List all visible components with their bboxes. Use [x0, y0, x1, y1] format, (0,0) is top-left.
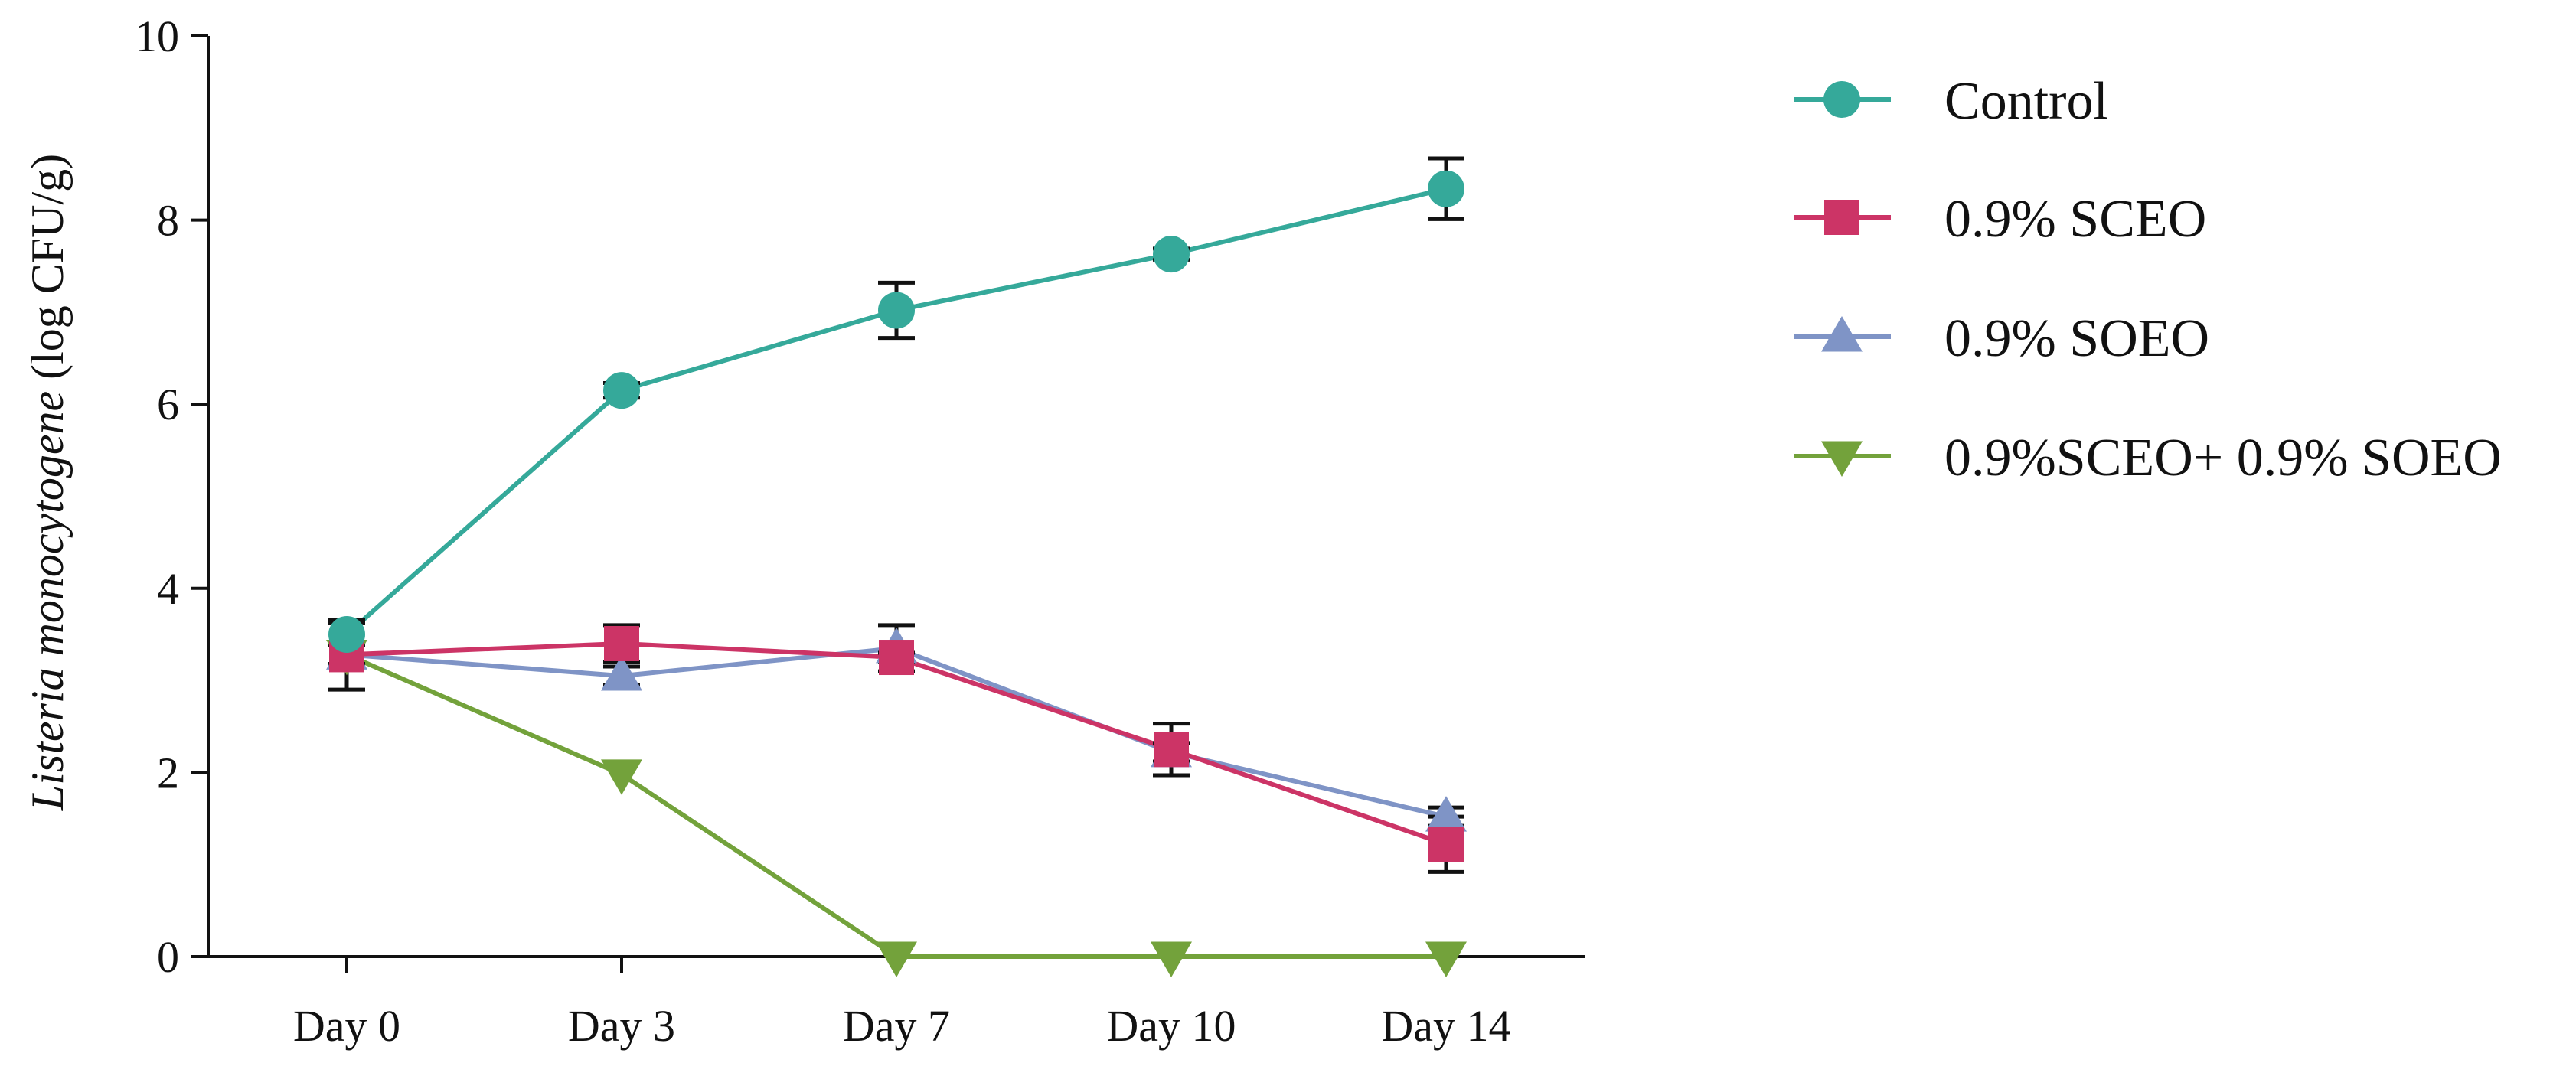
data-point-0-0	[328, 615, 365, 653]
error-bars	[328, 156, 1464, 874]
legend-label-1: 0.9% SCEO	[1944, 190, 2206, 249]
data-point-0-4	[1428, 170, 1464, 207]
x-tick-label: Day 10	[1106, 1001, 1236, 1051]
axes: 0 2 4 6 8 10 Day 0 Day 3 Day 7 Day 10 Day 14	[135, 11, 1585, 1051]
series-line-0	[345, 186, 1447, 637]
legend-marker-1	[1824, 200, 1859, 235]
y-tick-label: 0	[157, 932, 179, 982]
data-point-0-3	[1153, 236, 1190, 273]
y-tick-label: 2	[157, 748, 179, 797]
x-tick-label: Day 14	[1381, 1001, 1510, 1051]
markers	[326, 170, 1467, 977]
legend-label-2: 0.9% SOEO	[1944, 309, 2209, 368]
data-point-3-4	[1425, 941, 1467, 977]
y-tick-label: 10	[135, 11, 179, 61]
data-point-1-4	[1428, 827, 1464, 862]
legend-marker-3	[1821, 441, 1863, 477]
y-axis-label: Listeria monocytogene (log CFU/g)	[22, 154, 73, 811]
series-line-3	[345, 652, 1446, 959]
data-point-2-4	[1425, 796, 1467, 832]
data-point-0-2	[878, 292, 915, 329]
data-point-1-1	[604, 625, 639, 661]
legend-label-0: Control	[1944, 72, 2108, 131]
data-point-3-2	[876, 941, 917, 977]
x-tick-label: Day 3	[568, 1001, 675, 1051]
y-tick-label: 6	[157, 380, 179, 429]
x-tick-label: Day 7	[843, 1001, 950, 1051]
x-tick-label: Day 0	[293, 1001, 400, 1051]
legend-marker-2	[1821, 316, 1863, 352]
y-axis-label-units: (log CFU/g)	[22, 154, 73, 391]
y-tick-label: 8	[157, 196, 179, 246]
legend: Control 0.9% SCEO 0.9% SOEO 0.9%SCEO+ 0.9% …	[1794, 72, 2502, 487]
data-point-2-1	[601, 655, 642, 691]
y-tick-label: 4	[157, 564, 179, 614]
y-axis-label-italic: Listeria monocytogene	[22, 391, 73, 811]
data-point-3-1	[601, 759, 642, 795]
data-point-0-1	[603, 372, 640, 409]
data-point-1-2	[879, 640, 914, 676]
legend-label-3: 0.9%SCEO+ 0.9% SOEO	[1944, 429, 2502, 487]
data-point-1-3	[1154, 732, 1189, 768]
legend-marker-0	[1823, 81, 1860, 118]
data-point-3-3	[1151, 941, 1192, 977]
